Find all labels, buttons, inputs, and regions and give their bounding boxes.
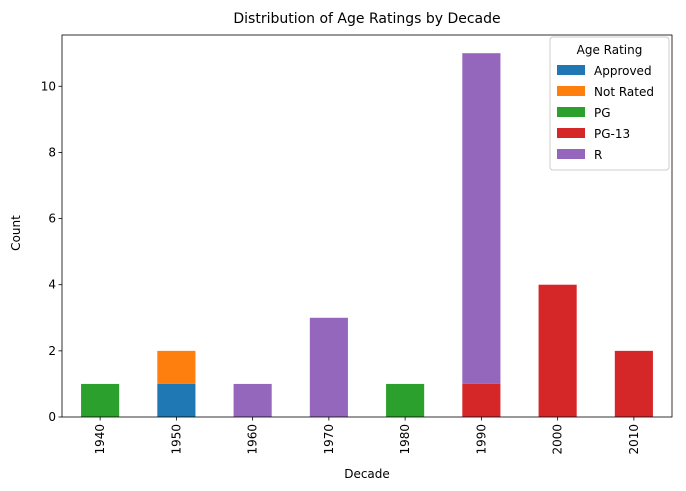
legend-label: R — [594, 148, 602, 162]
bar-1980-pg — [386, 383, 425, 417]
bar-2000-pg-13 — [538, 284, 577, 417]
plot-frame — [61, 34, 673, 418]
legend-title: Age Rating — [577, 43, 643, 57]
x-axis: 1940 1950 1960 1970 1980 1990 2000 2010 — [93, 417, 641, 455]
legend-label: Not Rated — [594, 85, 654, 99]
bar-1990-pg-13 — [462, 383, 501, 417]
x-tick-label: 1960 — [246, 424, 260, 455]
bar-2010-pg-13 — [614, 350, 653, 417]
legend: Age Rating Approved Not Rated PG PG-13 R — [549, 36, 670, 171]
x-tick-label: 1970 — [322, 424, 336, 455]
x-tick-label: 1980 — [398, 424, 412, 455]
bar-1990-r — [462, 53, 501, 384]
legend-swatch-pg — [557, 107, 585, 117]
x-tick-label: 1950 — [169, 424, 183, 455]
y-axis-label: Count — [9, 215, 23, 251]
x-tick-label: 1940 — [93, 424, 107, 455]
legend-swatch-pg-13 — [557, 128, 585, 138]
legend-swatch-not-rated — [557, 86, 585, 96]
bar-1950-not-rated — [157, 350, 196, 384]
y-tick-label: 10 — [41, 79, 56, 93]
legend-label: PG-13 — [594, 127, 630, 141]
bar-1940-pg — [81, 383, 120, 417]
bar-1950-approved — [157, 383, 196, 417]
x-tick-label: 2010 — [627, 424, 641, 455]
bar-1970-r — [309, 317, 348, 417]
plot-area — [61, 34, 673, 418]
y-tick-label: 4 — [48, 278, 56, 292]
y-tick-label: 6 — [48, 212, 56, 226]
y-tick-label: 0 — [48, 410, 56, 424]
x-tick-label: 2000 — [551, 424, 565, 455]
x-tick-label: 1990 — [474, 424, 488, 455]
x-axis-label: Decade — [344, 467, 390, 481]
legend-label: Approved — [594, 64, 652, 78]
chart-title: Distribution of Age Ratings by Decade — [233, 11, 500, 27]
legend-label: PG — [594, 106, 611, 120]
legend-swatch-r — [557, 149, 585, 159]
y-axis: 0 2 4 6 8 10 — [41, 79, 62, 424]
y-tick-label: 2 — [48, 344, 56, 358]
y-tick-label: 8 — [48, 145, 56, 159]
legend-swatch-approved — [557, 65, 585, 75]
bar-1960-r — [233, 383, 272, 417]
